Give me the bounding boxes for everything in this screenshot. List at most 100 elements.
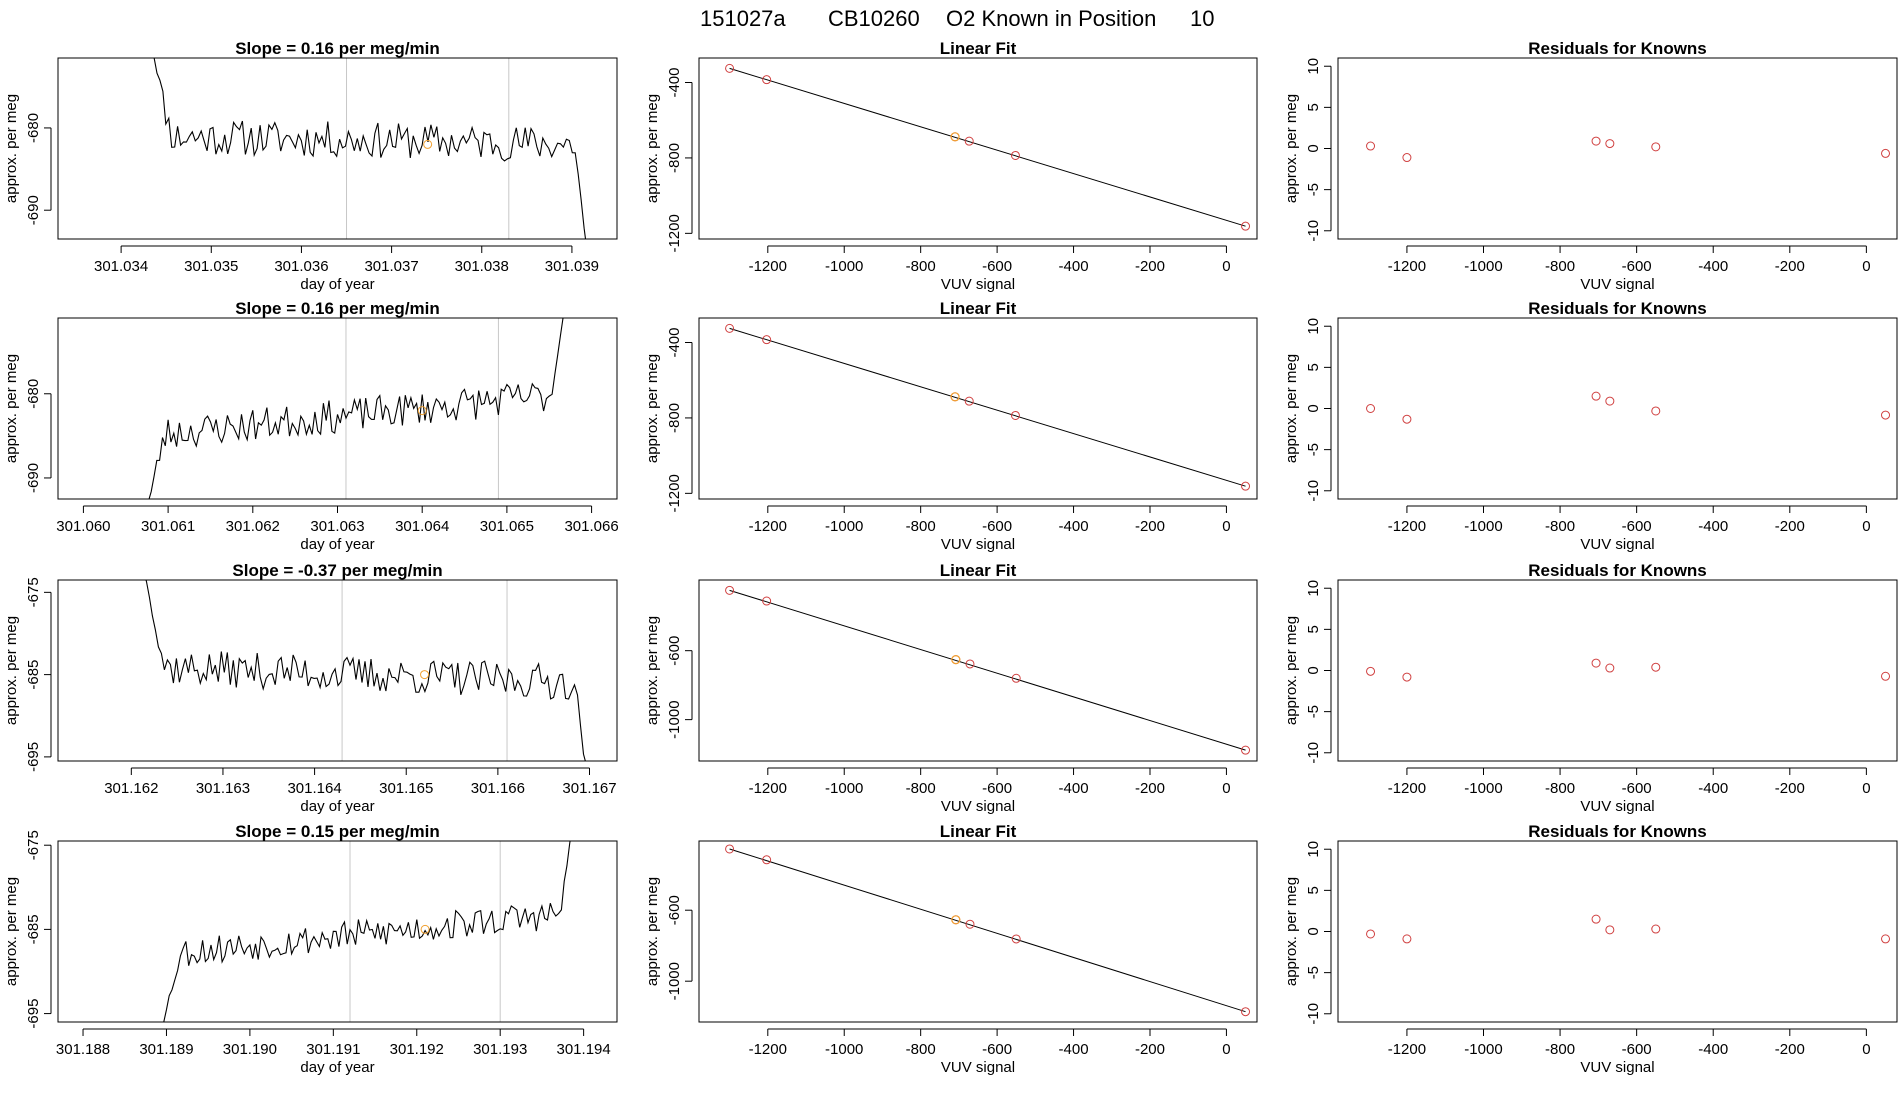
y-tick-label: -10 — [1305, 742, 1322, 764]
y-axis: 10 5 0 -5 -10 approx. per meg — [1283, 58, 1332, 242]
x-tick-label: -1200 — [749, 1041, 787, 1058]
y-tick-label: -10 — [1305, 480, 1322, 502]
y-tick-label: -5 — [1305, 705, 1322, 718]
y-axis: -680 -690 approx. per meg — [3, 354, 52, 493]
sample-point — [950, 132, 960, 142]
y-tick-label: 10 — [1305, 58, 1322, 75]
data-point — [1591, 658, 1601, 668]
x-tick-label: -200 — [1775, 1041, 1805, 1058]
y-tick-label: -1200 — [666, 214, 683, 252]
x-tick-label: -400 — [1059, 518, 1089, 535]
x-axis: -1200 -1000 -800 -600 -400 -200 0 VUV signal — [1388, 245, 1871, 293]
chart-title: Residuals for Knowns — [1528, 39, 1707, 58]
x-tick-label: -1200 — [749, 518, 787, 535]
data-point — [1605, 139, 1615, 149]
title-position-number: 10 — [1190, 6, 1214, 31]
data-point — [1591, 136, 1601, 146]
data-point — [1605, 396, 1615, 406]
fit-line — [729, 848, 1246, 1013]
x-axis-label: VUV signal — [1580, 1059, 1654, 1076]
data-point — [1011, 934, 1021, 944]
plot-frame — [1337, 840, 1898, 1023]
data-point — [1241, 481, 1251, 491]
x-tick-label: 301.039 — [545, 258, 599, 275]
data-point — [964, 396, 974, 406]
chart-title: Linear Fit — [940, 39, 1017, 58]
y-tick-label: -690 — [25, 463, 42, 493]
y-tick-label: 10 — [1305, 841, 1322, 858]
data-point — [1605, 663, 1615, 673]
data-point — [1366, 404, 1376, 413]
y-tick-label: -680 — [25, 113, 42, 143]
y-tick-label: 10 — [1305, 318, 1322, 335]
plot-area — [1366, 136, 1891, 163]
y-tick-label: -10 — [1305, 1003, 1322, 1025]
plot-frame — [1337, 317, 1898, 500]
sample-point — [951, 915, 961, 925]
series-line — [153, 58, 587, 239]
y-tick-label: -5 — [1305, 443, 1322, 456]
x-axis-label: VUV signal — [1580, 798, 1654, 815]
data-point — [1011, 673, 1021, 683]
x-axis: 301.188 301.189 301.190 301.191 301.192 301.1… — [56, 1028, 611, 1076]
y-tick-label: -1000 — [666, 700, 683, 738]
x-tick-label: 301.034 — [94, 258, 148, 275]
chart-title: Residuals for Knowns — [1528, 299, 1707, 318]
chart-panel-r3c1: Linear Fit -1200 -1000 -800 -600 -400 -200 0 VUV… — [644, 822, 1258, 1076]
plot-frame — [698, 579, 1258, 762]
sample-point — [950, 392, 960, 402]
x-tick-label: -600 — [1622, 518, 1652, 535]
y-axis: -680 -690 approx. per meg — [3, 94, 52, 225]
title-cylinder-id: CB10260 — [828, 6, 920, 31]
x-tick-label: 0 — [1862, 780, 1870, 797]
x-tick-label: 301.166 — [471, 780, 525, 797]
y-axis: -600 -1000 approx. per meg — [644, 877, 693, 1000]
y-tick-label: -685 — [25, 914, 42, 944]
data-point — [725, 323, 735, 333]
plot-area — [725, 844, 1251, 1017]
title-run-id: 151027a — [700, 6, 786, 31]
y-axis-label: approx. per meg — [3, 616, 20, 725]
plot-area — [725, 63, 1251, 231]
y-axis-label: approx. per meg — [644, 94, 661, 203]
fit-line — [729, 589, 1246, 751]
y-axis-label: approx. per meg — [1283, 877, 1300, 986]
y-tick-label: -5 — [1305, 183, 1322, 196]
x-axis: -1200 -1000 -800 -600 -400 -200 0 VUV signal — [749, 505, 1231, 553]
data-point — [1402, 414, 1412, 424]
chart-panel-r1c2: Residuals for Knowns -1200 -1000 -800 -600 -4… — [1283, 299, 1898, 553]
x-axis-label: day of year — [300, 536, 374, 553]
x-tick-label: -1200 — [1388, 258, 1426, 275]
x-tick-label: -1200 — [749, 780, 787, 797]
data-point — [1366, 666, 1376, 676]
y-tick-label: -680 — [25, 379, 42, 409]
x-tick-label: -200 — [1775, 258, 1805, 275]
data-point — [1402, 153, 1412, 163]
y-tick-label: -1200 — [666, 474, 683, 512]
plot-area — [725, 585, 1251, 755]
data-point — [725, 585, 735, 595]
x-tick-label: -1000 — [825, 518, 863, 535]
x-tick-label: -800 — [1545, 258, 1575, 275]
x-tick-label: -1200 — [1388, 518, 1426, 535]
x-axis: 301.162 301.163 301.164 301.165 301.166 301.1… — [104, 767, 617, 815]
y-tick-label: 5 — [1305, 363, 1322, 371]
x-axis: -1200 -1000 -800 -600 -400 -200 0 VUV signal — [1388, 505, 1871, 553]
title-description: O2 Known in Position — [946, 6, 1156, 31]
x-tick-label: -600 — [982, 780, 1012, 797]
sample-point — [417, 406, 427, 416]
x-tick-label: -1000 — [825, 1041, 863, 1058]
x-tick-label: 301.066 — [564, 518, 618, 535]
x-tick-label: 301.061 — [141, 518, 195, 535]
chart-panel-r3c2: Residuals for Knowns-1200 -1000 -800 -600 -4… — [1283, 822, 1898, 1076]
x-tick-label: -1200 — [749, 258, 787, 275]
x-tick-label: 0 — [1222, 780, 1230, 797]
y-axis-label: approx. per meg — [1283, 94, 1300, 203]
x-tick-label: -400 — [1698, 1041, 1728, 1058]
x-tick-label: 301.064 — [395, 518, 449, 535]
x-tick-label: -800 — [906, 1041, 936, 1058]
x-tick-label: 301.190 — [223, 1041, 277, 1058]
